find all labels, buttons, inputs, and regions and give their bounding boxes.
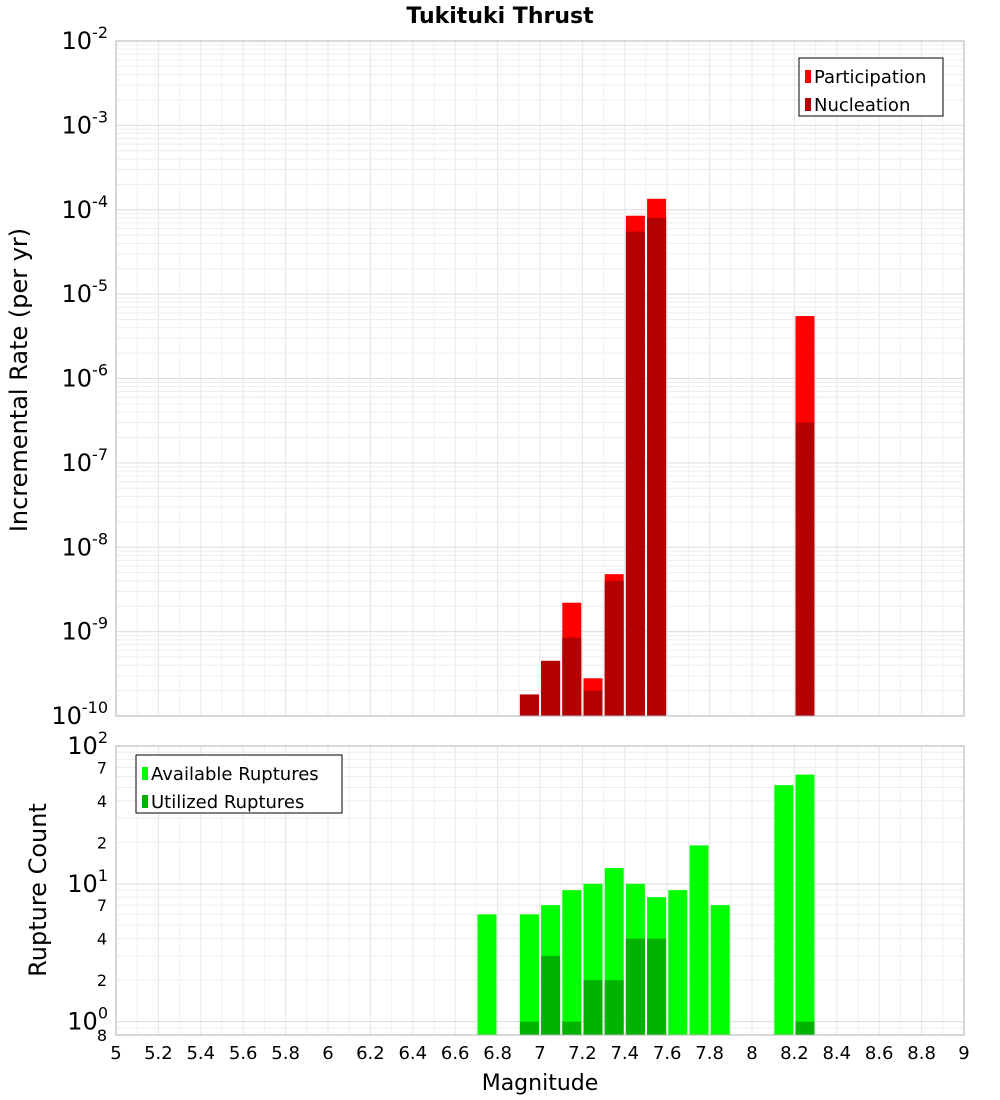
x-tick-label: 7.4	[610, 1043, 639, 1064]
top-plot-area: 10-2 10-3 10-4 10-5 10-6 10-7 10-8 10-9 10-10 Par…	[51, 23, 965, 730]
x-tick-label: 5.8	[271, 1043, 300, 1064]
y-minor-tick-label: 7	[97, 896, 107, 915]
available-ruptures-bar	[795, 774, 815, 1035]
x-tick-label: 5.2	[144, 1043, 173, 1064]
y-minor-tick-label: 4	[97, 792, 107, 811]
x-tick-label: 5.6	[229, 1043, 258, 1064]
plot-frame	[115, 745, 965, 1036]
legend-box	[798, 57, 944, 117]
nucleation-bar	[625, 231, 645, 716]
y-minor-tick-label: 4	[97, 930, 107, 949]
x-tick-label: 7.2	[568, 1043, 597, 1064]
y-tick-label: 10-8	[62, 529, 109, 561]
utilized-ruptures-bar	[562, 1021, 582, 1035]
x-tick-label: 6	[322, 1043, 333, 1064]
available-ruptures-bar	[774, 785, 794, 1035]
available-ruptures-bar	[668, 890, 688, 1035]
legend-box	[135, 754, 343, 814]
x-tick-label: 9	[958, 1043, 969, 1064]
available-ruptures-bar	[519, 914, 539, 1035]
legend-swatch	[142, 767, 148, 780]
x-tick-label: 7.8	[695, 1043, 724, 1064]
y-tick-label: 10-2	[62, 23, 109, 55]
y-tick-label: 10-5	[62, 276, 109, 308]
nucleation-bar	[541, 660, 561, 716]
y-tick-label: 10-3	[62, 107, 109, 139]
x-tick-label: 5.4	[186, 1043, 215, 1064]
available-ruptures-bar	[562, 890, 582, 1035]
available-ruptures-bar	[689, 845, 709, 1035]
x-tick-label: 8.2	[780, 1043, 809, 1064]
x-tick-label: 8.8	[907, 1043, 936, 1064]
legend-swatch	[805, 98, 811, 111]
plot-frame	[115, 40, 965, 717]
x-tick-label: 8.4	[822, 1043, 851, 1064]
legend-label: Participation	[814, 67, 926, 88]
legend-label: Utilized Ruptures	[151, 792, 304, 813]
nucleation-bar	[519, 694, 539, 716]
chart-title: Tukituki Thrust	[406, 4, 594, 29]
y-tick-label: 10-10	[51, 698, 108, 730]
y-tick-label: 102	[67, 728, 108, 760]
utilized-ruptures-bar	[625, 938, 645, 1035]
x-tick-label: 6.6	[441, 1043, 470, 1064]
nucleation-bar	[795, 422, 815, 716]
bottom-plot-area: 102 101 100 7 4 2 7 4 2 8 Available Ruptures Utiliz…	[67, 728, 969, 1064]
x-tick-label: 6.8	[483, 1043, 512, 1064]
legend-swatch	[142, 795, 148, 808]
y-tick-label: 10-7	[62, 445, 109, 477]
top-y-axis-label: Incremental Rate (per yr)	[5, 228, 33, 532]
utilized-ruptures-bar	[604, 980, 624, 1035]
utilized-ruptures-bar	[795, 1021, 815, 1035]
x-tick-label: 8.6	[865, 1043, 894, 1064]
legend-label: Available Ruptures	[151, 764, 319, 785]
x-tick-label: 6.4	[398, 1043, 427, 1064]
x-tick-label: 7.6	[653, 1043, 682, 1064]
x-tick-label: 5	[110, 1043, 121, 1064]
nucleation-bar	[647, 217, 667, 716]
y-minor-tick-label: 2	[97, 833, 107, 852]
x-tick-label: 7	[534, 1043, 545, 1064]
y-tick-label: 10-6	[62, 361, 109, 393]
y-tick-label: 10-9	[62, 614, 109, 646]
y-minor-tick-label: 8	[97, 1026, 107, 1045]
legend-swatch	[805, 70, 811, 83]
x-axis-label: Magnitude	[482, 1071, 599, 1096]
nucleation-bar	[562, 637, 582, 716]
legend-label: Nucleation	[814, 95, 910, 116]
nucleation-bar	[604, 580, 624, 716]
y-minor-tick-label: 7	[97, 758, 107, 777]
y-tick-label: 10-4	[62, 192, 109, 224]
utilized-ruptures-bar	[583, 980, 603, 1035]
bottom-y-axis-label: Rupture Count	[24, 803, 52, 977]
utilized-ruptures-bar	[519, 1021, 539, 1035]
utilized-ruptures-bar	[541, 955, 561, 1035]
utilized-ruptures-bar	[647, 938, 667, 1035]
x-tick-label: 6.2	[356, 1043, 385, 1064]
available-ruptures-bar	[477, 914, 497, 1035]
nucleation-bar	[583, 690, 603, 716]
y-minor-tick-label: 2	[97, 971, 107, 990]
x-tick-label: 8	[746, 1043, 757, 1064]
y-tick-label: 101	[67, 866, 108, 898]
available-ruptures-bar	[710, 905, 730, 1035]
y-tick-label: 100	[67, 1004, 108, 1036]
